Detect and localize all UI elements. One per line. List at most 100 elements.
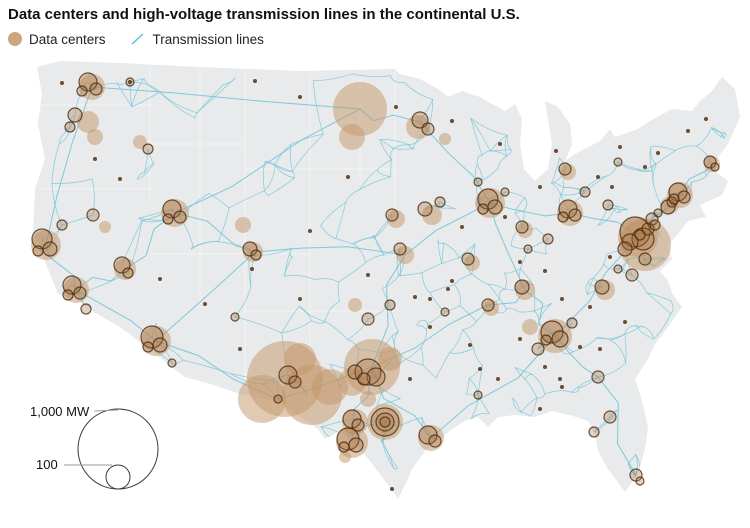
data-center-dot: [253, 79, 257, 83]
data-center-dot: [598, 347, 602, 351]
legend: Data centers Transmission lines: [0, 24, 750, 47]
data-center-dot: [578, 345, 582, 349]
data-center-bubble: [76, 85, 88, 97]
data-center-bubble: [531, 342, 545, 356]
data-center-swatch-icon: [8, 32, 22, 46]
size-legend-large-label: 1,000 MW: [30, 404, 90, 419]
data-center-bubble: [87, 129, 103, 145]
data-center-bubble: [617, 241, 633, 257]
data-center-bubble: [523, 244, 533, 254]
data-center-bubble: [417, 201, 433, 217]
data-center-bubble: [122, 267, 134, 279]
size-legend-large-leader: [93, 409, 119, 412]
data-center-bubble: [63, 277, 89, 303]
legend-transmission-label: Transmission lines: [152, 31, 264, 47]
data-center-bubble: [384, 299, 396, 311]
data-center-bubble: [517, 222, 533, 238]
page-title: Data centers and high-voltage transmissi…: [8, 6, 520, 23]
data-center-bubble: [42, 241, 58, 257]
data-center-bubble: [73, 286, 87, 300]
data-center-bubble: [440, 307, 450, 317]
data-center-bubble: [668, 193, 680, 205]
data-center-dot: [554, 149, 558, 153]
data-center-bubble: [238, 375, 286, 423]
data-center-bubble: [32, 245, 44, 257]
data-center-bubble: [422, 205, 442, 225]
data-center-bubble: [653, 208, 663, 218]
map-container: 1,000 MW 100: [0, 49, 750, 520]
data-center-bubble: [613, 264, 623, 274]
data-center-dot: [128, 80, 132, 84]
data-center-bubble: [618, 217, 658, 257]
data-center-bubble: [142, 143, 154, 155]
legend-item-transmission: Transmission lines: [130, 31, 264, 47]
data-center-bubble: [141, 326, 171, 356]
data-center-bubble: [56, 219, 68, 231]
data-center-bubble: [250, 249, 262, 261]
data-center-dot: [618, 145, 622, 149]
data-center-bubble: [591, 370, 605, 384]
data-center-dot: [518, 337, 522, 341]
data-center-bubble: [595, 280, 615, 300]
data-center-dot: [60, 81, 64, 85]
data-center-dot: [596, 175, 600, 179]
data-center-bubble: [634, 229, 646, 241]
data-center-bubble: [173, 210, 187, 224]
data-center-dot: [450, 279, 454, 283]
data-center-bubble: [540, 334, 552, 346]
data-center-bubble: [568, 208, 582, 222]
data-center-dot: [250, 267, 254, 271]
data-center-bubble: [278, 365, 298, 385]
data-center-dot: [560, 297, 564, 301]
data-center-dot: [588, 305, 592, 309]
data-center-dot: [686, 129, 690, 133]
data-center-bubble: [487, 199, 503, 215]
data-center-bubble: [625, 268, 639, 282]
data-center-bubble: [348, 437, 364, 453]
data-center-bubble: [396, 246, 414, 264]
data-center-bubble: [333, 82, 387, 136]
data-center-bubble: [64, 121, 76, 133]
data-center-bubble: [500, 187, 510, 197]
data-center-dot: [428, 297, 432, 301]
data-center-bubble: [348, 298, 362, 312]
data-center-bubble: [515, 280, 535, 300]
data-center-bubble: [62, 289, 74, 301]
data-center-bubble: [79, 74, 105, 100]
data-center-bubble: [357, 372, 371, 386]
data-center-dot: [298, 297, 302, 301]
data-center-bubble: [481, 298, 495, 312]
data-center-dot: [656, 151, 660, 155]
data-center-bubble: [242, 241, 258, 257]
data-center-bubble: [67, 107, 83, 123]
data-center-dot: [468, 343, 472, 347]
data-center-dot: [610, 185, 614, 189]
data-center-bubble: [514, 279, 530, 295]
header: Data centers and high-voltage transmissi…: [0, 0, 750, 24]
data-center-bubble: [379, 416, 391, 428]
data-center-dot: [238, 347, 242, 351]
data-center-dot: [450, 119, 454, 123]
data-center-bubble: [235, 217, 251, 233]
data-center-bubble: [418, 425, 444, 451]
data-center-small-dots: [60, 79, 708, 491]
data-center-bubble: [167, 358, 177, 368]
data-center-bubble: [710, 162, 720, 172]
data-center-bubble: [638, 252, 652, 266]
data-center-dot: [623, 320, 627, 324]
data-center-bubble: [378, 347, 402, 371]
data-center-bubble: [613, 157, 623, 167]
data-center-bubble: [557, 211, 569, 223]
data-center-bubble: [361, 312, 375, 326]
data-center-dot: [538, 185, 542, 189]
data-center-bubble: [477, 203, 489, 215]
data-center-dot: [643, 165, 647, 169]
data-center-bubble: [603, 410, 617, 424]
data-center-bubble: [31, 230, 61, 260]
data-center-dot: [366, 273, 370, 277]
data-center-bubble: [243, 242, 263, 262]
data-center-bubble: [428, 434, 442, 448]
data-center-dot: [543, 365, 547, 369]
data-center-dot: [518, 260, 522, 264]
data-center-dot: [503, 215, 507, 219]
